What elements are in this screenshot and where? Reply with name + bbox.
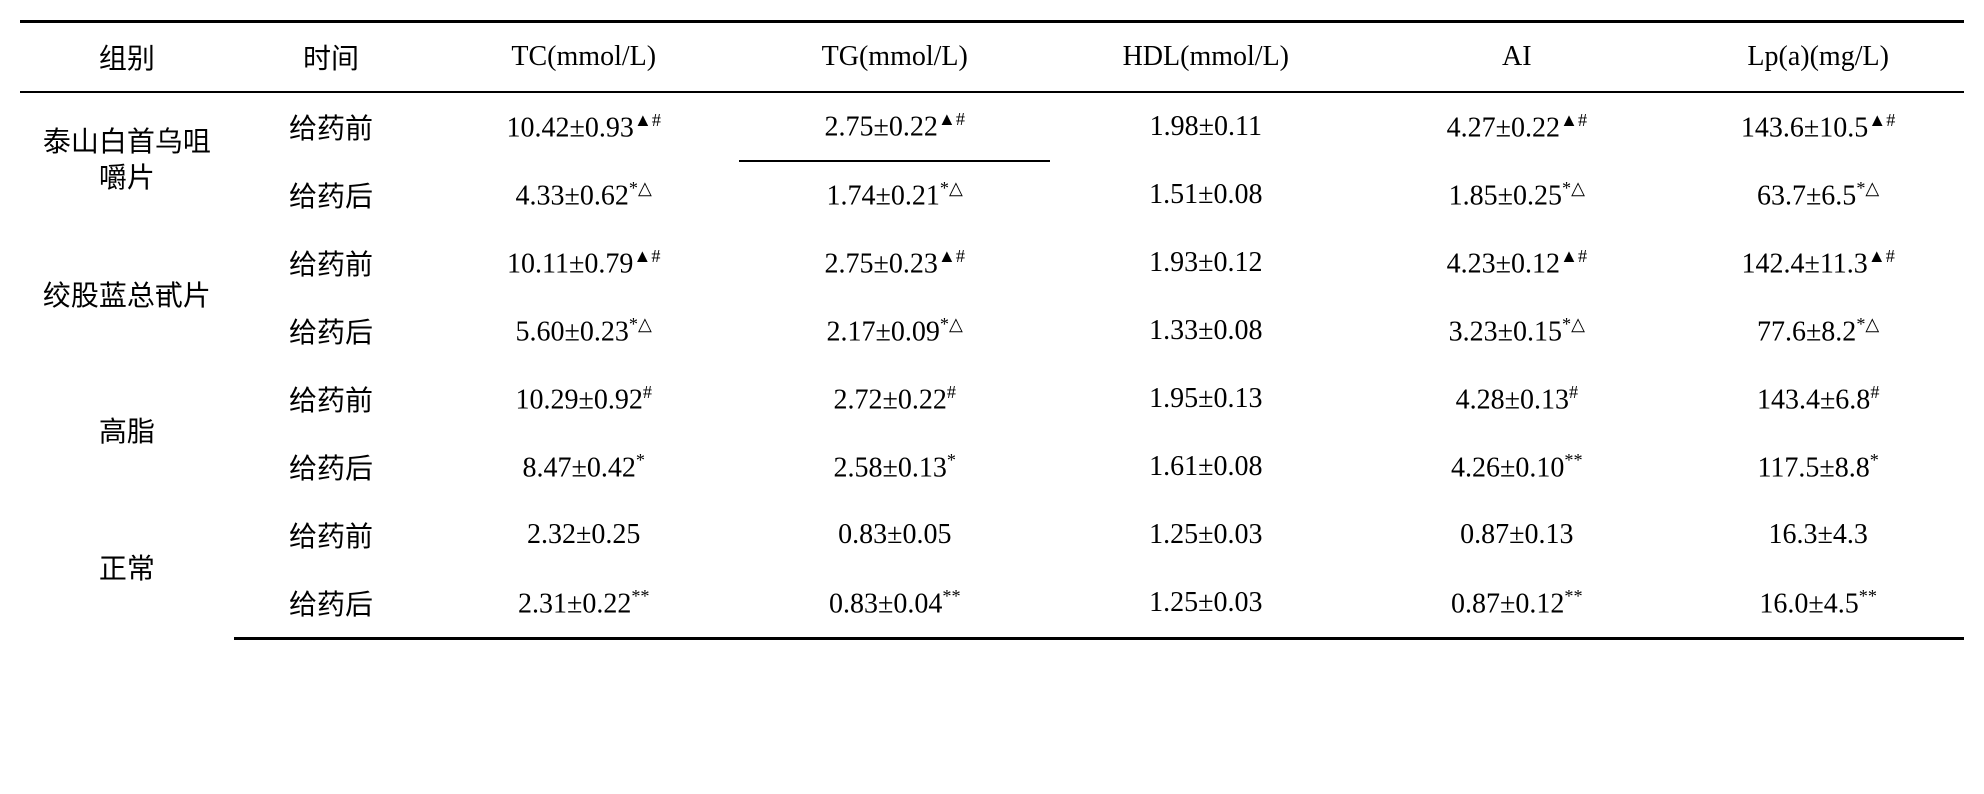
time-label: 给药后 — [234, 297, 428, 365]
table-cell: 77.6±8.2*△ — [1672, 297, 1964, 365]
table-cell: 1.25±0.03 — [1050, 501, 1361, 569]
table-row: 给药后5.60±0.23*△2.17±0.09*△1.33±0.083.23±0… — [20, 297, 1964, 365]
table-cell: 10.42±0.93▲# — [428, 92, 739, 161]
table-cell: 2.58±0.13* — [739, 433, 1050, 501]
table-row: 给药后2.31±0.22**0.83±0.04**1.25±0.030.87±0… — [20, 569, 1964, 639]
table-cell: 3.23±0.15*△ — [1361, 297, 1672, 365]
header-group: 组别 — [20, 22, 234, 93]
table-cell: 143.6±10.5▲# — [1672, 92, 1964, 161]
table-cell: 10.29±0.92# — [428, 365, 739, 433]
table-cell: 142.4±11.3▲# — [1672, 229, 1964, 297]
table-cell: 63.7±6.5*△ — [1672, 161, 1964, 229]
header-ai: AI — [1361, 22, 1672, 93]
table-cell: 5.60±0.23*△ — [428, 297, 739, 365]
table-cell: 4.28±0.13# — [1361, 365, 1672, 433]
table-cell: 117.5±8.8* — [1672, 433, 1964, 501]
blood-lipid-table: 组别 时间 TC(mmol/L) TG(mmol/L) HDL(mmol/L) … — [20, 20, 1964, 640]
table-cell: 2.75±0.23▲# — [739, 229, 1050, 297]
header-time: 时间 — [234, 22, 428, 93]
table-cell: 0.83±0.05 — [739, 501, 1050, 569]
table-cell: 1.61±0.08 — [1050, 433, 1361, 501]
table-cell: 8.47±0.42* — [428, 433, 739, 501]
group-label: 绞股蓝总甙片 — [20, 229, 234, 365]
group-label: 高脂 — [20, 365, 234, 501]
table-cell: 16.3±4.3 — [1672, 501, 1964, 569]
table-cell: 1.33±0.08 — [1050, 297, 1361, 365]
header-hdl: HDL(mmol/L) — [1050, 22, 1361, 93]
table-row: 绞股蓝总甙片给药前10.11±0.79▲#2.75±0.23▲#1.93±0.1… — [20, 229, 1964, 297]
table-row: 正常给药前2.32±0.250.83±0.051.25±0.030.87±0.1… — [20, 501, 1964, 569]
table-cell: 1.95±0.13 — [1050, 365, 1361, 433]
table-cell: 4.33±0.62*△ — [428, 161, 739, 229]
table-cell: 0.83±0.04** — [739, 569, 1050, 639]
table-row: 高脂给药前10.29±0.92#2.72±0.22#1.95±0.134.28±… — [20, 365, 1964, 433]
table-cell: 143.4±6.8# — [1672, 365, 1964, 433]
table-cell: 4.27±0.22▲# — [1361, 92, 1672, 161]
table-row: 给药后8.47±0.42*2.58±0.13*1.61±0.084.26±0.1… — [20, 433, 1964, 501]
table-cell: 1.85±0.25*△ — [1361, 161, 1672, 229]
table-row: 泰山白首乌咀嚼片给药前10.42±0.93▲#2.75±0.22▲#1.98±0… — [20, 92, 1964, 161]
header-lpa: Lp(a)(mg/L) — [1672, 22, 1964, 93]
time-label: 给药后 — [234, 161, 428, 229]
group-label: 正常 — [20, 501, 234, 639]
table-cell: 4.23±0.12▲# — [1361, 229, 1672, 297]
header-tg: TG(mmol/L) — [739, 22, 1050, 93]
time-label: 给药后 — [234, 433, 428, 501]
header-tc: TC(mmol/L) — [428, 22, 739, 93]
table-body: 泰山白首乌咀嚼片给药前10.42±0.93▲#2.75±0.22▲#1.98±0… — [20, 92, 1964, 639]
table-cell: 10.11±0.79▲# — [428, 229, 739, 297]
header-row: 组别 时间 TC(mmol/L) TG(mmol/L) HDL(mmol/L) … — [20, 22, 1964, 93]
table-cell: 2.72±0.22# — [739, 365, 1050, 433]
table-cell: 2.17±0.09*△ — [739, 297, 1050, 365]
table-cell: 2.75±0.22▲# — [739, 92, 1050, 161]
group-label: 泰山白首乌咀嚼片 — [20, 92, 234, 229]
table-cell: 4.26±0.10** — [1361, 433, 1672, 501]
time-label: 给药前 — [234, 501, 428, 569]
time-label: 给药前 — [234, 92, 428, 161]
table-cell: 0.87±0.13 — [1361, 501, 1672, 569]
table-cell: 1.98±0.11 — [1050, 92, 1361, 161]
table-cell: 1.51±0.08 — [1050, 161, 1361, 229]
table-cell: 16.0±4.5** — [1672, 569, 1964, 639]
table-cell: 2.31±0.22** — [428, 569, 739, 639]
table-cell: 1.74±0.21*△ — [739, 161, 1050, 229]
time-label: 给药前 — [234, 365, 428, 433]
time-label: 给药前 — [234, 229, 428, 297]
time-label: 给药后 — [234, 569, 428, 639]
table-cell: 1.93±0.12 — [1050, 229, 1361, 297]
table-cell: 2.32±0.25 — [428, 501, 739, 569]
table-cell: 1.25±0.03 — [1050, 569, 1361, 639]
table-row: 给药后4.33±0.62*△1.74±0.21*△1.51±0.081.85±0… — [20, 161, 1964, 229]
table-cell: 0.87±0.12** — [1361, 569, 1672, 639]
